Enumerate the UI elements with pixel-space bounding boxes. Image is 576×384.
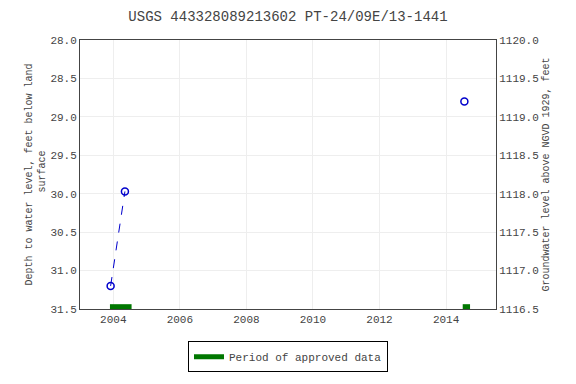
svg-text:1120.0: 1120.0 [499, 35, 539, 47]
svg-text:29.5: 29.5 [50, 150, 76, 162]
svg-text:Period of approved data: Period of approved data [229, 352, 381, 364]
svg-text:29.0: 29.0 [50, 112, 76, 124]
svg-text:28.0: 28.0 [50, 35, 76, 47]
svg-text:USGS 443328089213602 PT-24/09E: USGS 443328089213602 PT-24/09E/13-1441 [128, 9, 447, 25]
svg-text:2014: 2014 [433, 314, 460, 326]
svg-text:28.5: 28.5 [50, 73, 76, 85]
svg-text:1119.0: 1119.0 [499, 112, 539, 124]
svg-text:2006: 2006 [167, 314, 193, 326]
svg-text:2008: 2008 [233, 314, 259, 326]
svg-text:30.0: 30.0 [50, 189, 76, 201]
svg-text:1117.0: 1117.0 [499, 265, 539, 277]
svg-text:2012: 2012 [366, 314, 392, 326]
svg-text:2004: 2004 [100, 314, 127, 326]
svg-text:1117.5: 1117.5 [499, 227, 539, 239]
svg-text:30.5: 30.5 [50, 227, 76, 239]
svg-text:1118.5: 1118.5 [499, 150, 539, 162]
svg-text:1118.0: 1118.0 [499, 189, 539, 201]
svg-text:1119.5: 1119.5 [499, 73, 539, 85]
svg-text:31.5: 31.5 [50, 304, 76, 316]
svg-text:1116.5: 1116.5 [499, 304, 539, 316]
svg-text:Depth to water level, feet bel: Depth to water level, feet below land su… [24, 63, 48, 285]
svg-text:31.0: 31.0 [50, 265, 76, 277]
svg-text:2010: 2010 [300, 314, 326, 326]
svg-text:Groundwater level above NGVD 1: Groundwater level above NGVD 1929, feet [541, 57, 552, 291]
